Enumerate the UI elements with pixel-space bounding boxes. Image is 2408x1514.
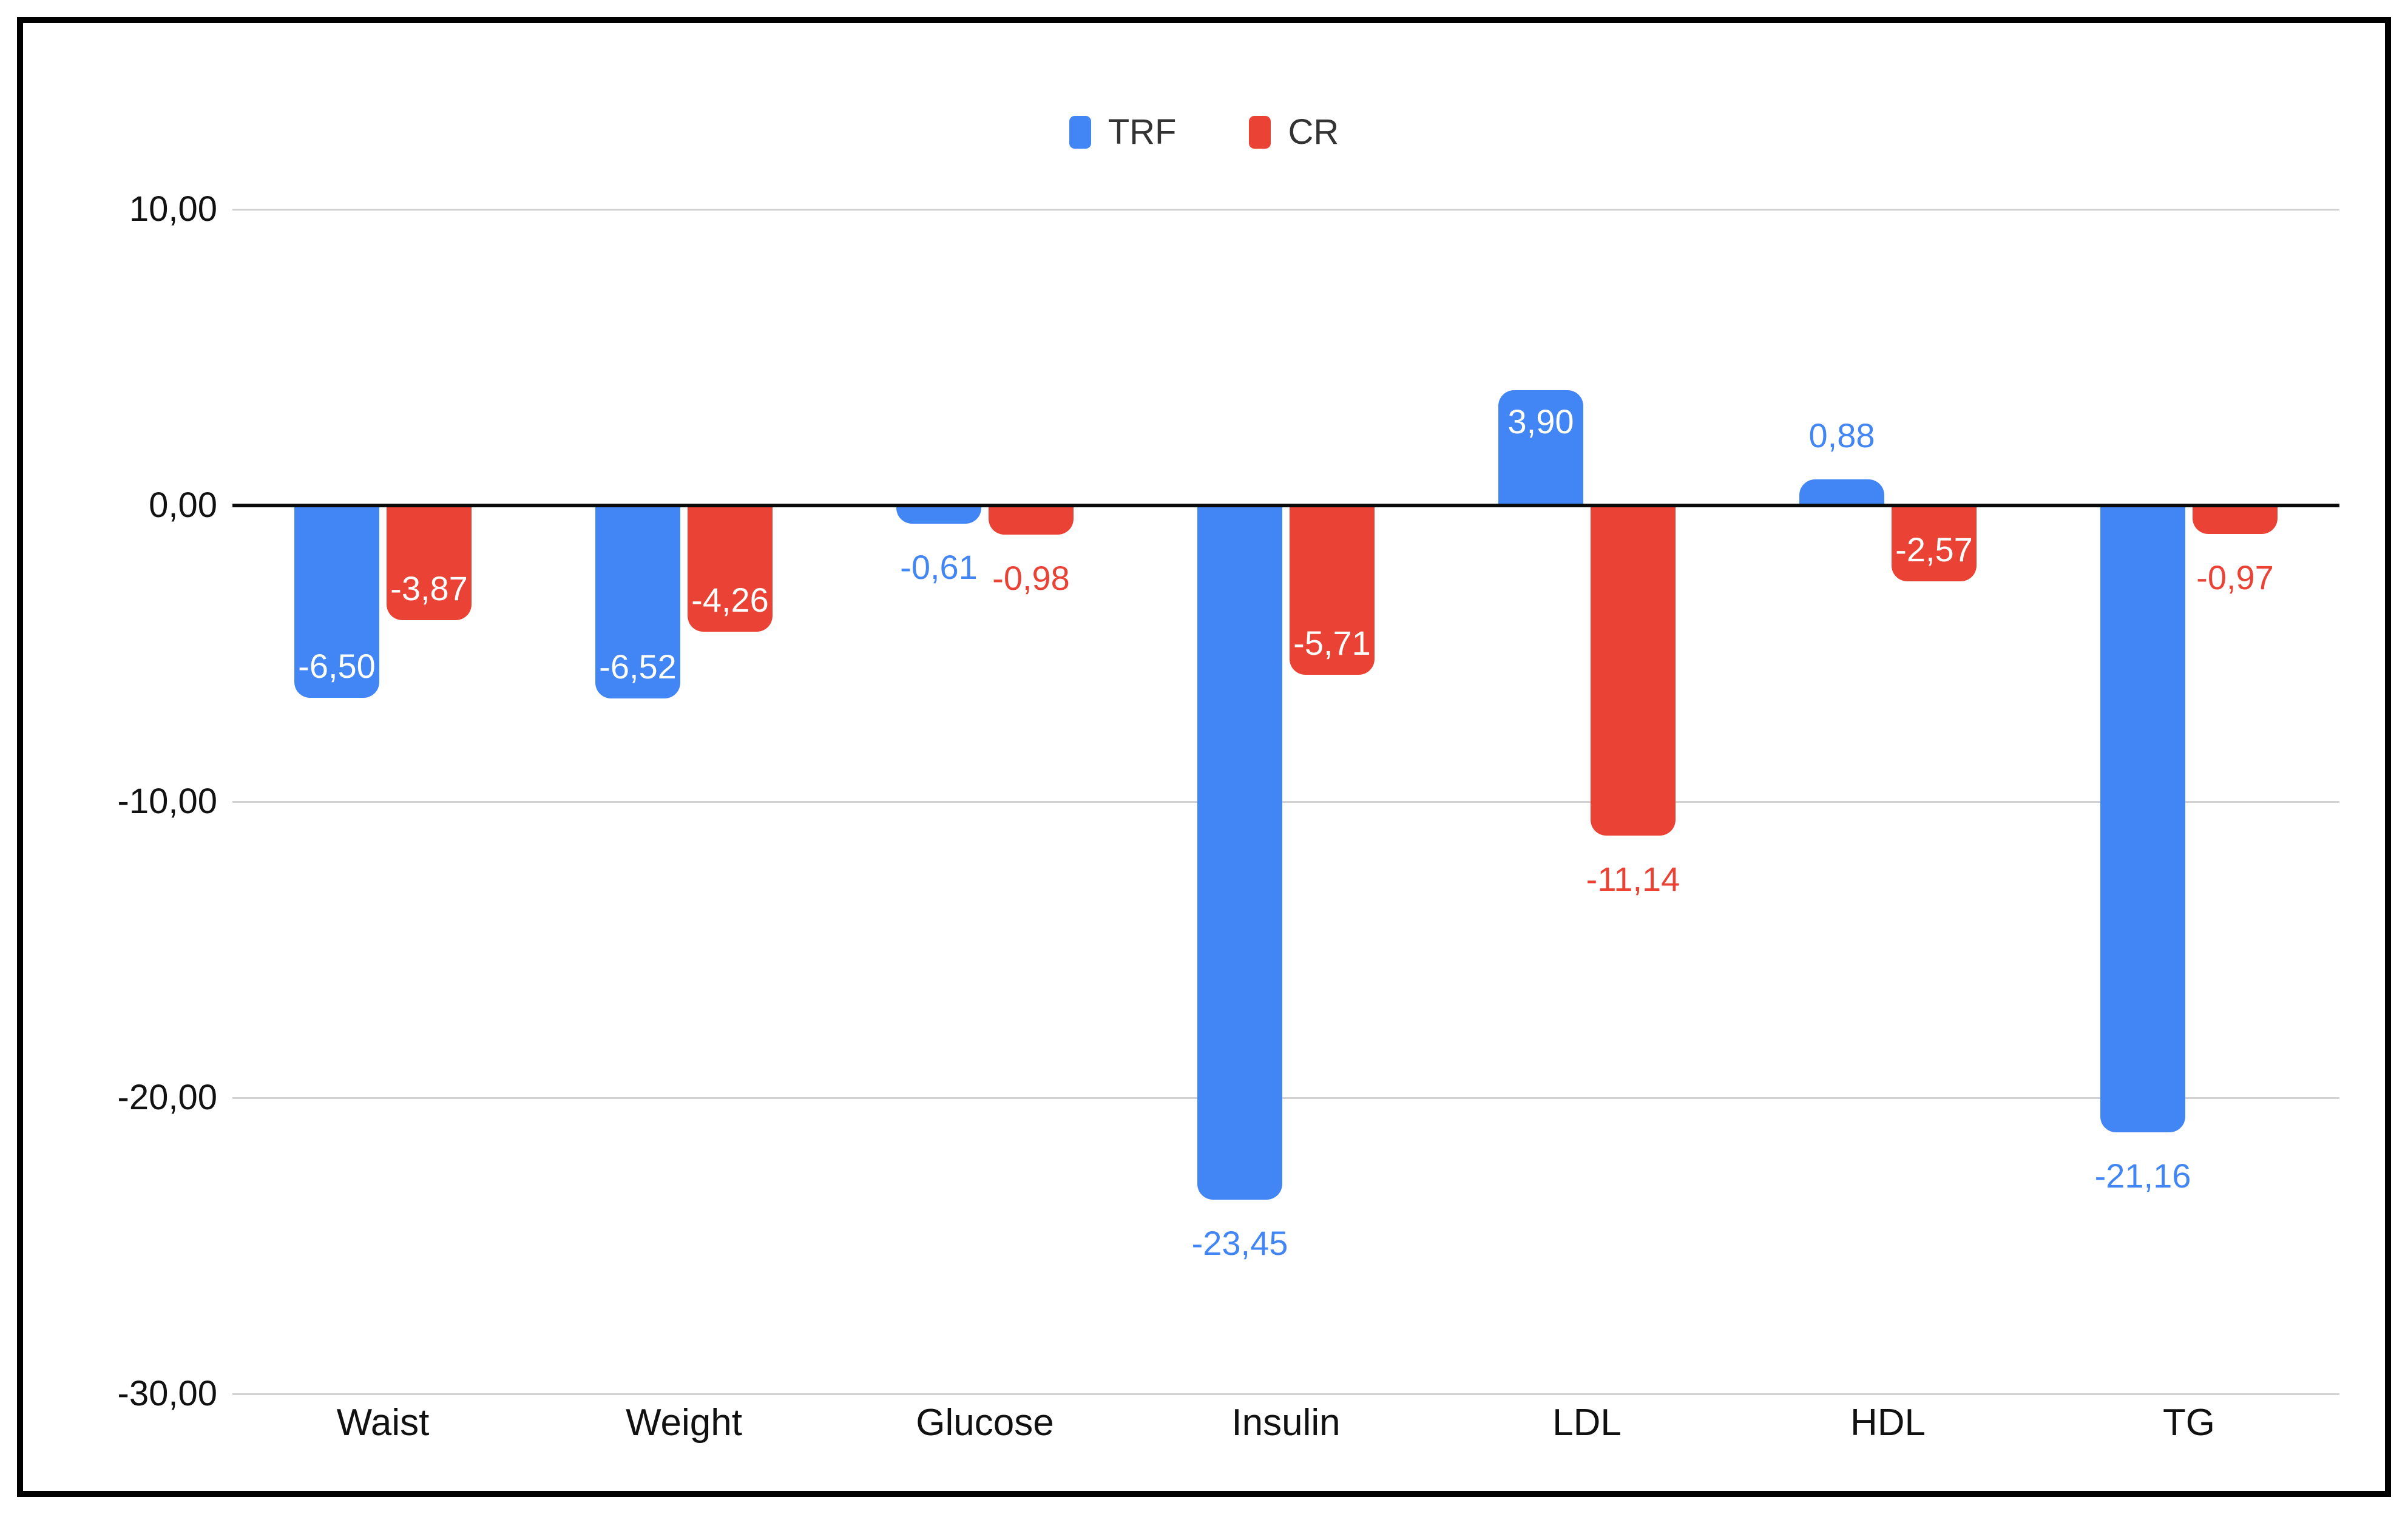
y-tick-label-10: 10,00 xyxy=(129,189,217,229)
y-tick-label-0: 0,00 xyxy=(149,485,217,525)
legend-swatch-icon-cr xyxy=(1249,116,1271,149)
legend-item-cr: CR xyxy=(1249,114,1339,150)
y-tick-label--10: -10,00 xyxy=(117,782,217,821)
legend-label-trf: TRF xyxy=(1108,112,1177,152)
bar-cr-ldl xyxy=(1591,505,1676,836)
bar-trf-glucose xyxy=(896,505,981,524)
value-label-cr-tg: -0,97 xyxy=(2196,558,2274,597)
value-label-cr-insulin: -5,71 xyxy=(1293,623,1371,662)
legend-label-cr: CR xyxy=(1288,112,1339,152)
bar-trf-ldl xyxy=(1498,390,1583,505)
legend-swatch-icon-trf xyxy=(1069,116,1091,149)
value-label-trf-tg: -21,16 xyxy=(2094,1156,2191,1195)
y-tick-label--20: -20,00 xyxy=(117,1078,217,1117)
value-label-cr-weight: -4,26 xyxy=(691,580,769,619)
x-axis-label-hdl: HDL xyxy=(1850,1402,1926,1444)
plot-area: -6,50 -3,87 -6,52 -4,26 -0,61 -0,98 -23,45 -5,7… xyxy=(232,208,2339,1395)
bar-cr-insulin xyxy=(1290,505,1375,675)
x-axis-label-waist: Waist xyxy=(336,1402,430,1444)
gridline--30 xyxy=(232,1393,2339,1395)
bar-cr-weight xyxy=(688,505,773,632)
bar-cr-glucose xyxy=(989,505,1074,535)
value-label-cr-glucose: -0,98 xyxy=(992,558,1070,597)
bar-trf-weight xyxy=(595,505,680,699)
bar-trf-hdl xyxy=(1799,479,1884,505)
x-axis-label-weight: Weight xyxy=(626,1402,742,1444)
value-label-trf-ldl: 3,90 xyxy=(1507,402,1574,441)
value-label-trf-glucose: -0,61 xyxy=(900,547,978,586)
value-label-trf-waist: -6,50 xyxy=(298,647,376,686)
value-label-cr-hdl: -2,57 xyxy=(1895,530,1973,569)
value-label-trf-weight: -6,52 xyxy=(599,647,677,686)
bar-cr-hdl xyxy=(1892,505,1977,582)
gridline--10 xyxy=(232,800,2339,803)
value-label-cr-ldl: -11,14 xyxy=(1586,859,1680,898)
x-axis-label-ldl: LDL xyxy=(1552,1402,1622,1444)
chart-legend: TRF CR xyxy=(23,114,2385,150)
x-axis-label-glucose: Glucose xyxy=(916,1402,1054,1444)
value-label-trf-insulin: -23,45 xyxy=(1191,1224,1288,1263)
x-axis-label-tg: TG xyxy=(2162,1402,2216,1444)
chart-frame: TRF CR -6,50 -3,87 -6,52 -4,26 -0,61 -0,98 -23,… xyxy=(17,17,2391,1497)
bar-trf-insulin xyxy=(1197,505,1282,1200)
bar-cr-waist xyxy=(387,505,472,620)
bar-cr-tg xyxy=(2193,505,2278,535)
x-axis-zero-line xyxy=(232,504,2339,507)
x-axis-label-insulin: Insulin xyxy=(1231,1402,1341,1444)
bar-trf-tg xyxy=(2100,505,2185,1132)
gridline--20 xyxy=(232,1097,2339,1099)
value-label-trf-hdl: 0,88 xyxy=(1808,416,1875,455)
legend-item-trf: TRF xyxy=(1069,112,1177,152)
bar-trf-waist xyxy=(294,505,379,698)
y-tick-label--30: -30,00 xyxy=(117,1374,217,1413)
gridline-10 xyxy=(232,208,2339,211)
value-label-cr-waist: -3,87 xyxy=(390,569,468,607)
